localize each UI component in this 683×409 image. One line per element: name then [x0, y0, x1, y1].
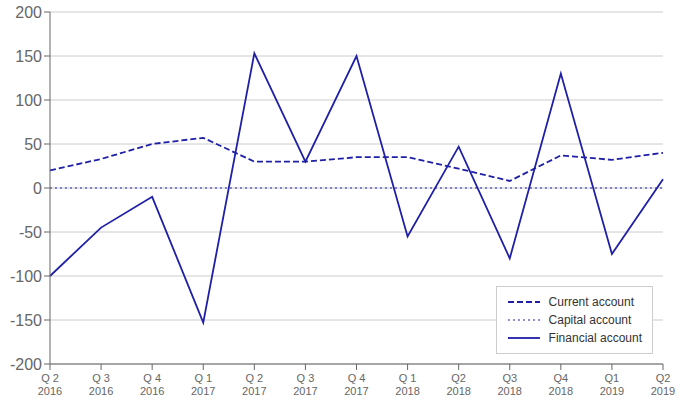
svg-text:50: 50	[24, 136, 42, 153]
svg-text:Q42018: Q42018	[549, 372, 573, 397]
svg-text:-200: -200	[10, 356, 42, 373]
svg-text:Q 42017: Q 42017	[344, 372, 368, 397]
svg-text:200: 200	[15, 4, 42, 21]
svg-text:Q22019: Q22019	[651, 372, 675, 397]
svg-text:-100: -100	[10, 268, 42, 285]
svg-text:Q 32016: Q 32016	[89, 372, 113, 397]
html-text:Current account: Current account	[548, 295, 634, 309]
svg-text:Q32018: Q32018	[498, 372, 522, 397]
svg-text:Q 12018: Q 12018	[395, 372, 419, 397]
svg-text:Q 42016: Q 42016	[140, 372, 164, 397]
svg-text:150: 150	[15, 48, 42, 65]
svg-text:-150: -150	[10, 312, 42, 329]
svg-text:Q 12017: Q 12017	[191, 372, 215, 397]
svg-text:100: 100	[15, 92, 42, 109]
svg-text:Q 22017: Q 22017	[242, 372, 266, 397]
svg-text:-50: -50	[19, 224, 42, 241]
svg-text:Q22018: Q22018	[446, 372, 470, 397]
html-text:Financial account: Financial account	[548, 331, 642, 345]
svg-text:Q 32017: Q 32017	[293, 372, 317, 397]
svg-text:Q 22016: Q 22016	[38, 372, 62, 397]
html-text:Capital account: Capital account	[548, 313, 632, 327]
svg-text:0: 0	[33, 180, 42, 197]
svg-text:Q12019: Q12019	[600, 372, 624, 397]
